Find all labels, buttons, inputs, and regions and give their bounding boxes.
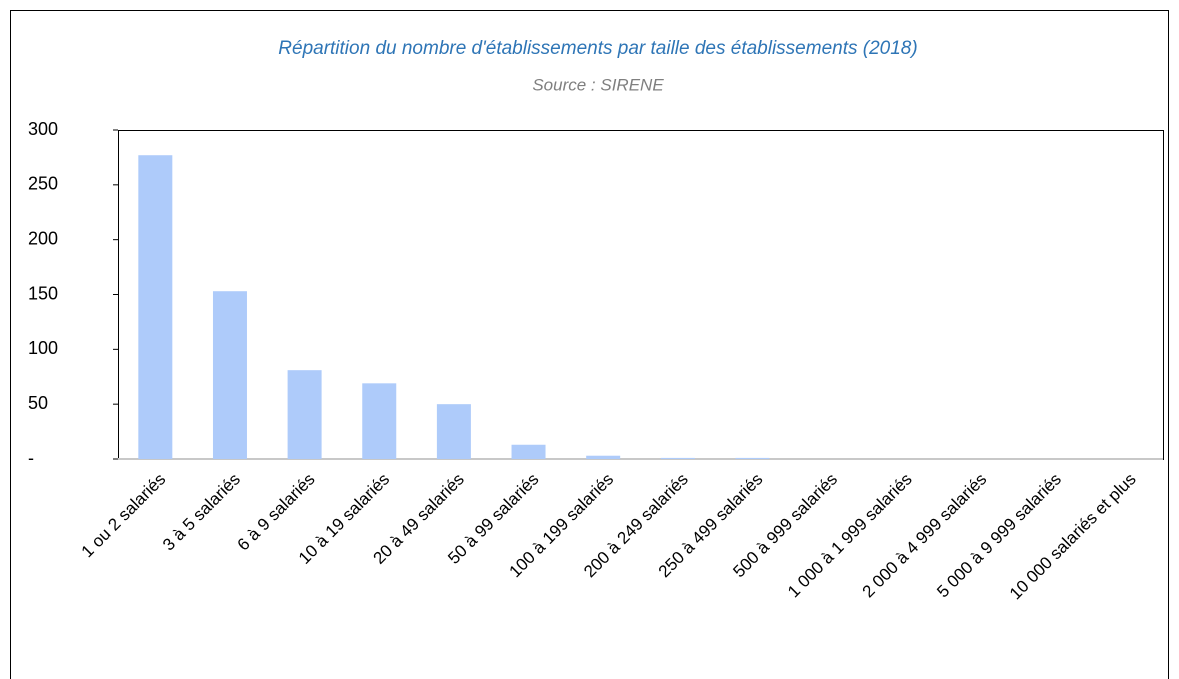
y-tick-label: - (28, 448, 34, 468)
x-tick-label: 6 à 9 salariés (234, 470, 319, 555)
x-tick-label: 3 à 5 salariés (159, 470, 244, 555)
plot-frame (118, 130, 1164, 460)
y-tick-label: 300 (28, 119, 58, 139)
y-tick-label: 250 (28, 174, 58, 194)
y-tick-label: 150 (28, 283, 58, 303)
bar (735, 457, 770, 459)
x-tick-label: 1 000 à 1 999 salariés (784, 470, 916, 602)
bar (138, 155, 173, 459)
bar (362, 383, 397, 459)
x-tick-label: 5 000 à 9 999 salariés (933, 470, 1065, 602)
bar (287, 370, 322, 459)
bar (436, 404, 471, 459)
x-tick-label: 10 000 salariés et plus (1006, 470, 1140, 604)
x-tick-label: 2 000 à 4 999 salariés (859, 470, 991, 602)
bar (586, 455, 621, 459)
x-tick-label: 1 ou 2 salariés (78, 470, 170, 562)
y-tick-label: 200 (28, 228, 58, 248)
chart-frame (10, 10, 1169, 679)
chart-title: Répartition du nombre d'établissements p… (278, 38, 917, 59)
y-tick-label: 100 (28, 338, 58, 358)
bar (212, 291, 247, 459)
chart-subtitle: Source : SIRENE (532, 75, 664, 94)
bar (511, 444, 546, 459)
y-tick-label: 50 (28, 393, 48, 413)
bar (660, 457, 695, 459)
